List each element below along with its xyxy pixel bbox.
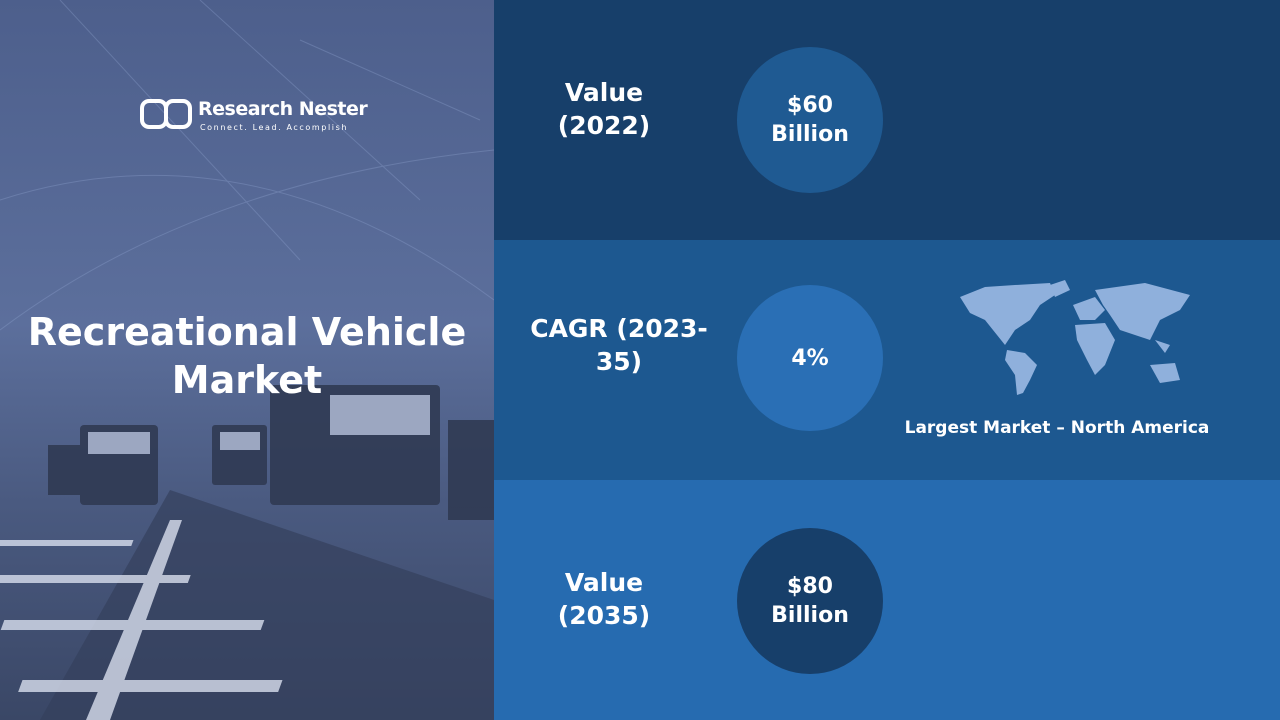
hero-background	[0, 0, 494, 720]
hero-panel: Research Nester Connect. Lead. Accomplis…	[0, 0, 494, 720]
map-caption: Largest Market – North America	[904, 418, 1210, 438]
stat-circle: $60 Billion	[737, 47, 883, 193]
stat-value: 4%	[791, 345, 829, 371]
world-map	[960, 280, 1190, 395]
stat-value: $60 Billion	[771, 93, 849, 147]
logo-icon	[140, 99, 192, 129]
stat-value: $80 Billion	[771, 574, 849, 628]
stat-circle: $80 Billion	[737, 528, 883, 674]
stat-label: Value (2035)	[557, 568, 651, 630]
logo-tagline: Connect. Lead. Accomplish	[200, 123, 349, 132]
stat-row: Value (2022) $60 Billion	[494, 0, 1280, 240]
stat-label: Value (2022)	[557, 78, 651, 140]
title: Recreational Vehicle Market	[27, 310, 467, 402]
stat-label: CAGR (2023-35)	[530, 314, 708, 376]
stat-row: CAGR (2023-35) 4%	[494, 240, 1280, 480]
stat-circle: 4%	[737, 285, 883, 431]
stat-row: Value (2035) $80 Billion	[494, 480, 1280, 720]
logo-name: Research Nester	[198, 98, 368, 120]
